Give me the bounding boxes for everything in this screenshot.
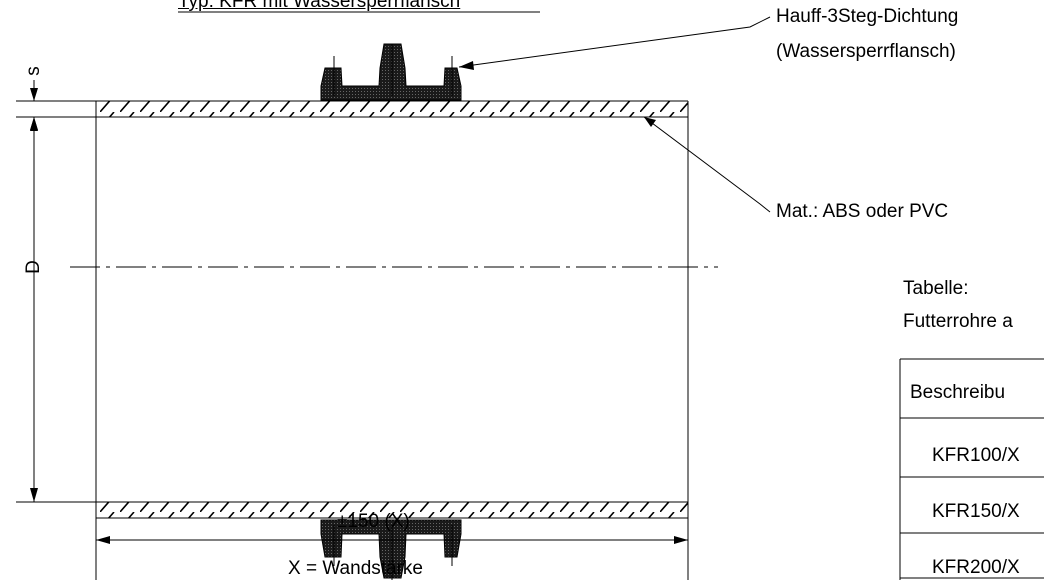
- dimension-s-label: s: [23, 66, 44, 76]
- pipe-wall-bottom: [96, 501, 688, 519]
- seal-top: [320, 43, 462, 101]
- seal-label-line1: Hauff-3Steg-Dichtung: [776, 6, 959, 27]
- dimension-length: [96, 536, 688, 544]
- leader-material: [643, 116, 771, 213]
- table-caption-line1: Tabelle:: [903, 278, 969, 299]
- seal-label-line2: (Wassersperrflansch): [776, 41, 956, 62]
- spec-table-grid: [899, 358, 1044, 580]
- dimension-s: [16, 80, 96, 134]
- dimension-legend: X = Wandstärke: [288, 558, 423, 579]
- table-row-2-cell: KFR150/X: [932, 501, 1020, 522]
- table-row-3-cell: KFR200/X: [932, 557, 1020, 578]
- table-caption-line2: Futterrohre a: [903, 311, 1013, 332]
- drawing-title: Typ: KFR mit Wassersperrflansch: [178, 0, 461, 12]
- table-row-1-cell: KFR100/X: [932, 445, 1020, 466]
- seal-bottom: [320, 519, 462, 580]
- dimension-length-label: ±150 (X): [337, 511, 410, 532]
- pipe-wall-top: [96, 100, 688, 118]
- dimension-d-label: D: [23, 260, 44, 274]
- dimension-d: [16, 117, 96, 503]
- material-label: Mat.: ABS oder PVC: [776, 201, 949, 222]
- table-header-cell: Beschreibu: [910, 382, 1006, 403]
- leader-seal: [458, 16, 771, 70]
